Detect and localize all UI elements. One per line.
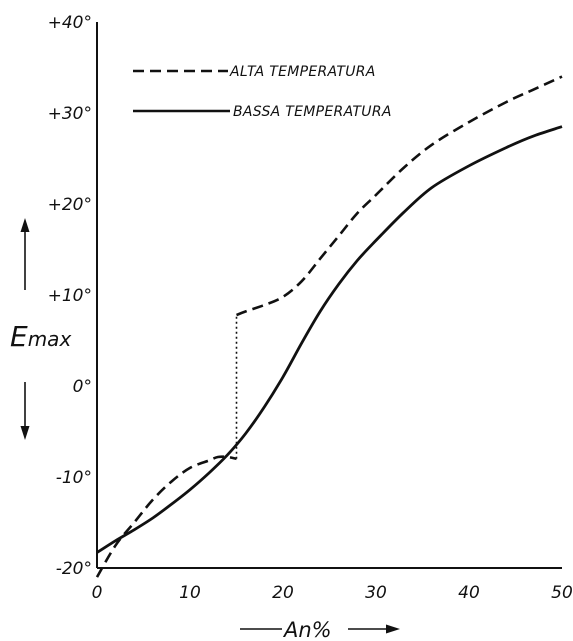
x-tick-label: 50 <box>551 583 573 603</box>
y-axis-label: Emax <box>10 320 71 353</box>
series-alta <box>95 75 563 578</box>
x-tick-labels: 0 10 20 30 40 50 <box>92 583 573 603</box>
y-axis-label-sub: max <box>28 327 72 351</box>
legend: ALTA TEMPERATURA BASSA TEMPERATURA <box>133 64 392 120</box>
y-arrow-up-head <box>20 218 30 232</box>
y-tick-label: -20° <box>56 559 92 579</box>
y-tick-label: +20° <box>48 195 92 215</box>
x-tick-label: 40 <box>458 583 480 603</box>
y-tick-labels: +40° +30° +20° +10° 0° -10° -20° <box>48 13 92 579</box>
axis-frame <box>96 22 562 569</box>
y-tick-label: +30° <box>48 104 92 124</box>
y-arrow-down-head <box>20 426 30 440</box>
y-axis-title: Emax <box>10 218 71 440</box>
series-bassa <box>96 125 563 554</box>
series-line <box>96 125 563 554</box>
series-group <box>95 75 563 578</box>
x-tick-label: 0 <box>92 583 103 603</box>
x-axis-label: An% <box>282 618 332 641</box>
y-tick-label: 0° <box>73 377 92 397</box>
x-axis-title: An% <box>240 618 400 641</box>
legend-label-bassa: BASSA TEMPERATURA <box>233 104 392 120</box>
axes <box>96 22 562 569</box>
y-tick-label: +10° <box>48 286 92 306</box>
legend-label-alta: ALTA TEMPERATURA <box>229 64 376 80</box>
series-line <box>95 455 237 578</box>
y-tick-label: +40° <box>48 13 92 33</box>
x-tick-label: 30 <box>365 583 387 603</box>
y-axis-label-main: E <box>10 320 28 353</box>
x-arrow-right-head <box>386 624 400 634</box>
y-tick-label: -10° <box>56 468 92 488</box>
series-line <box>236 75 563 317</box>
x-tick-label: 20 <box>272 583 294 603</box>
x-tick-label: 10 <box>179 583 201 603</box>
